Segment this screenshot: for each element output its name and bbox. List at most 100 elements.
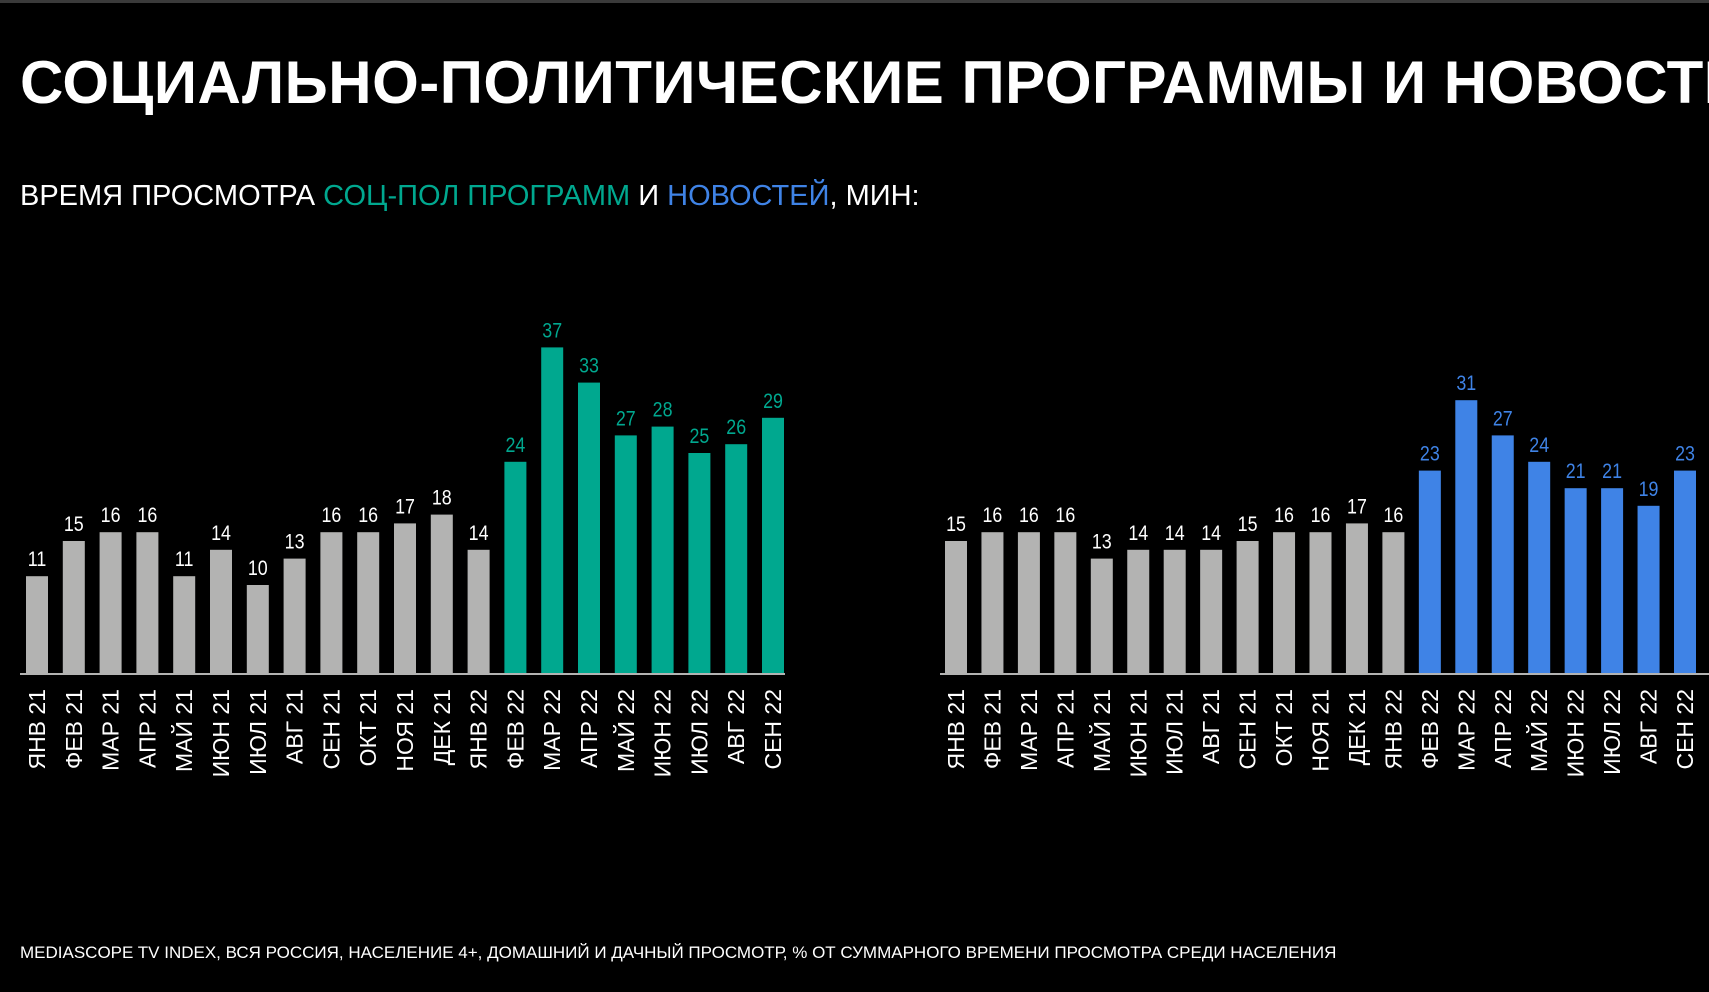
bar-1-12 bbox=[467, 549, 490, 673]
x-tick-label: МАЙ 21 bbox=[170, 689, 197, 772]
data-label: 14 bbox=[1128, 521, 1148, 545]
data-label: 27 bbox=[1493, 407, 1513, 431]
subtitle-unit: , МИН: bbox=[829, 180, 920, 212]
bar-1-7 bbox=[283, 558, 306, 673]
x-tick-label: НОЯ 21 bbox=[1308, 689, 1334, 772]
x-tick-label: МАЙ 21 bbox=[1088, 689, 1115, 772]
bar-2-4 bbox=[1090, 558, 1113, 673]
data-label: 13 bbox=[1092, 530, 1112, 554]
data-label: 16 bbox=[983, 504, 1003, 528]
data-label: 15 bbox=[946, 513, 966, 537]
x-tick-label: ЯНВ 22 bbox=[466, 689, 492, 770]
x-tick-label: АПР 21 bbox=[1052, 689, 1078, 768]
bar-1-19 bbox=[725, 444, 748, 673]
data-label: 17 bbox=[1347, 495, 1367, 519]
bar-1-6 bbox=[246, 585, 269, 673]
subtitle-text-and: И bbox=[630, 180, 668, 212]
data-label: 16 bbox=[321, 504, 341, 528]
data-label: 13 bbox=[285, 530, 305, 554]
page-title: СОЦИАЛЬНО-ПОЛИТИЧЕСКИЕ ПРОГРАММЫ И НОВОС… bbox=[20, 49, 1709, 116]
data-label: 11 bbox=[28, 548, 47, 572]
x-tick-label: ИЮН 21 bbox=[1125, 689, 1151, 777]
bar-2-0 bbox=[945, 541, 967, 673]
x-tick-label: АПР 22 bbox=[1490, 689, 1516, 768]
bar-1-1 bbox=[62, 541, 85, 673]
data-label: 29 bbox=[763, 389, 783, 413]
data-label: 21 bbox=[1602, 460, 1622, 484]
x-tick-label: ОКТ 21 bbox=[1271, 689, 1297, 766]
bar-1-20 bbox=[762, 417, 784, 673]
x-tick-label: ДЕК 21 bbox=[1344, 689, 1370, 765]
top-border bbox=[0, 0, 1709, 3]
bar-1-15 bbox=[578, 382, 600, 673]
bar-2-12 bbox=[1382, 532, 1405, 673]
x-tick-label: ЯНВ 22 bbox=[1380, 689, 1406, 770]
data-label: 21 bbox=[1566, 460, 1586, 484]
bar-2-5 bbox=[1127, 549, 1150, 673]
bar-1-14 bbox=[541, 347, 564, 673]
bar-1-9 bbox=[357, 532, 380, 673]
bar-1-4 bbox=[173, 576, 196, 673]
x-tick-label: ИЮН 21 bbox=[208, 689, 234, 777]
bar-1-5 bbox=[210, 549, 232, 673]
bar-2-20 bbox=[1674, 470, 1696, 673]
x-tick-label: ЯНВ 21 bbox=[24, 689, 50, 770]
bar-2-3 bbox=[1054, 532, 1077, 673]
x-tick-label: ИЮЛ 21 bbox=[245, 689, 271, 775]
bar-2-7 bbox=[1200, 549, 1223, 673]
data-label: 16 bbox=[1274, 504, 1294, 528]
x-tick-label: АВГ 21 bbox=[1198, 689, 1224, 764]
data-label: 19 bbox=[1639, 477, 1659, 501]
data-label: 27 bbox=[616, 407, 636, 431]
subtitle-text: ВРЕМЯ ПРОСМОТРА bbox=[20, 180, 324, 212]
bar-1-17 bbox=[651, 426, 674, 673]
bar-2-10 bbox=[1309, 532, 1332, 673]
bar-1-10 bbox=[394, 523, 416, 673]
bar-2-16 bbox=[1528, 461, 1551, 673]
data-label: 18 bbox=[432, 486, 452, 510]
x-tick-label: ФЕВ 22 bbox=[1417, 689, 1443, 769]
data-label: 15 bbox=[64, 513, 84, 537]
x-tick-label: АВГ 22 bbox=[723, 689, 749, 764]
bar-1-13 bbox=[504, 461, 527, 673]
x-tick-label: МАЙ 22 bbox=[612, 689, 639, 772]
data-label: 16 bbox=[137, 504, 157, 528]
x-tick-label: ИЮН 22 bbox=[650, 689, 676, 777]
data-label: 15 bbox=[1238, 513, 1258, 537]
data-label: 16 bbox=[1383, 504, 1403, 528]
data-label: 31 bbox=[1456, 372, 1476, 396]
bar-1-16 bbox=[614, 435, 637, 673]
bar-1-0 bbox=[26, 576, 48, 673]
x-tick-label: МАР 22 bbox=[539, 689, 565, 771]
data-label: 24 bbox=[505, 433, 525, 457]
data-label: 23 bbox=[1420, 442, 1440, 466]
bar-1-2 bbox=[99, 532, 122, 673]
data-label: 17 bbox=[395, 495, 415, 519]
x-tick-label: ИЮЛ 21 bbox=[1162, 689, 1188, 775]
bar-2-18 bbox=[1601, 488, 1624, 673]
x-tick-label: ИЮЛ 22 bbox=[686, 689, 712, 775]
x-tick-label: АВГ 21 bbox=[282, 689, 308, 764]
data-label: 26 bbox=[726, 416, 746, 440]
x-tick-label: ДЕК 21 bbox=[429, 689, 455, 765]
data-label: 14 bbox=[211, 521, 231, 545]
x-tick-label: ИЮН 22 bbox=[1563, 689, 1589, 777]
x-tick-label: АВГ 22 bbox=[1636, 689, 1662, 764]
x-tick-label: СЕН 21 bbox=[1235, 689, 1261, 770]
data-label: 24 bbox=[1529, 433, 1549, 457]
x-tick-label: ФЕВ 21 bbox=[61, 689, 87, 769]
x-tick-label: ФЕВ 21 bbox=[979, 689, 1005, 769]
data-label: 16 bbox=[1019, 504, 1039, 528]
bar-1-11 bbox=[430, 514, 453, 673]
x-tick-label: ОКТ 21 bbox=[355, 689, 381, 766]
bar-2-14 bbox=[1455, 400, 1478, 673]
data-label: 16 bbox=[1311, 504, 1331, 528]
bar-2-9 bbox=[1273, 532, 1296, 673]
bar-1-3 bbox=[136, 532, 159, 673]
bar-1-8 bbox=[320, 532, 343, 673]
bar-1-18 bbox=[688, 453, 711, 673]
data-label: 23 bbox=[1675, 442, 1695, 466]
bar-2-13 bbox=[1418, 470, 1441, 673]
data-label: 28 bbox=[653, 398, 673, 422]
